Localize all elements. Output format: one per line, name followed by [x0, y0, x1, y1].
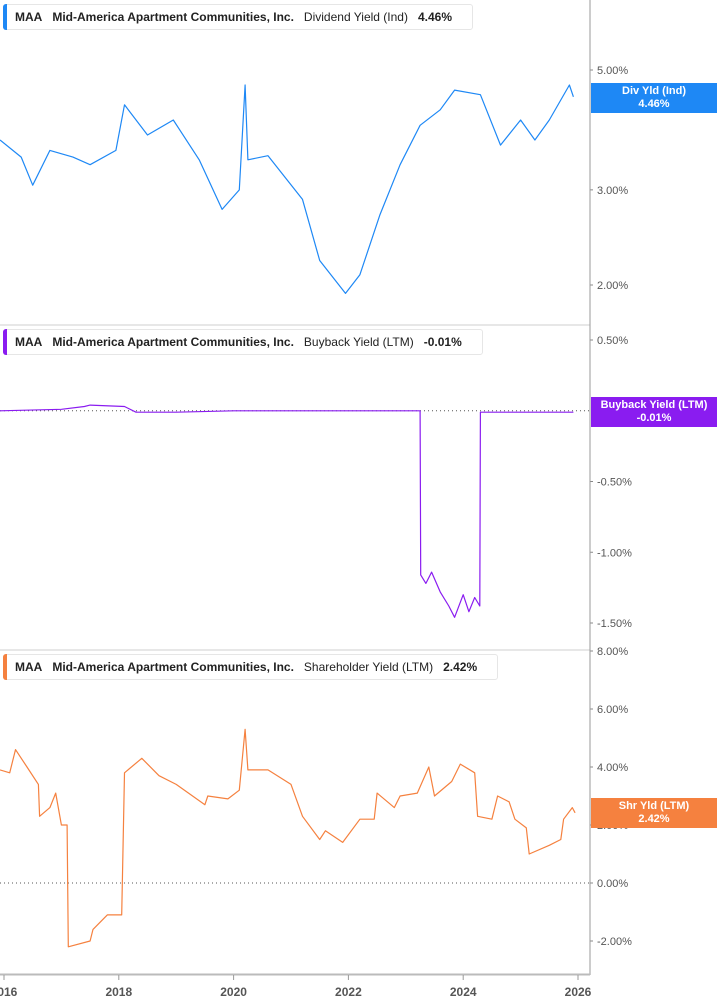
- legend-buyback-yield: MAA Mid-America Apartment Communities, I…: [3, 329, 483, 355]
- legend-value: 2.42%: [443, 660, 478, 674]
- legend-company: Mid-America Apartment Communities, Inc.: [52, 660, 294, 674]
- legend-value: -0.01%: [423, 335, 462, 349]
- legend-shareholder-yield: MAA Mid-America Apartment Communities, I…: [3, 654, 499, 680]
- legend-company: Mid-America Apartment Communities, Inc.: [52, 10, 294, 24]
- y-tick-label: -1.00%: [597, 547, 632, 559]
- x-tick-label: 2018: [105, 985, 132, 999]
- legend-metric: Dividend Yield (Ind): [303, 10, 408, 24]
- legend-ticker: MAA: [15, 660, 43, 674]
- y-tick-label: 2.00%: [597, 280, 628, 292]
- y-tick-label: 4.00%: [597, 762, 628, 774]
- tag-label: Shr Yld (LTM): [618, 800, 690, 812]
- y-tick-label: 3.00%: [597, 185, 628, 197]
- legend-ticker: MAA: [15, 10, 43, 24]
- y-tick-label: 5.00%: [597, 65, 628, 77]
- x-tick-label: 2016: [0, 985, 18, 999]
- y-tick-label: -0.50%: [597, 477, 632, 489]
- x-tick-label: 2022: [335, 985, 362, 999]
- legend-dividend-yield: MAA Mid-America Apartment Communities, I…: [3, 4, 474, 30]
- y-tick-label: -2.00%: [597, 936, 632, 948]
- y-tick-label: 0.50%: [597, 335, 628, 347]
- current-value-tag-shareholder: Shr Yld (LTM) 2.42%: [591, 798, 717, 828]
- x-tick-label: 2024: [450, 985, 477, 999]
- series-line-buyback-yield-ltm-: [0, 404, 574, 618]
- y-tick-label: 8.00%: [597, 646, 628, 658]
- tag-value: 2.42%: [638, 813, 670, 825]
- tag-value: 4.46%: [638, 98, 670, 110]
- legend-metric: Buyback Yield (LTM): [303, 335, 414, 349]
- series-color-swatch: [3, 4, 7, 30]
- legend-ticker: MAA: [15, 335, 43, 349]
- y-tick-label: 0.00%: [597, 878, 628, 890]
- legend-value: 4.46%: [417, 10, 453, 24]
- tag-value: -0.01%: [636, 412, 672, 424]
- legend-company: Mid-America Apartment Communities, Inc.: [52, 335, 294, 349]
- series-line-shareholder-yield-ltm-: [0, 728, 576, 948]
- series-line-dividend-yield-ind-: [0, 84, 574, 294]
- current-value-tag-dividend: Div Yld (Ind) 4.46%: [591, 83, 717, 113]
- x-tick-label: 2026: [565, 985, 592, 999]
- current-value-tag-buyback: Buyback Yield (LTM) -0.01%: [591, 397, 717, 427]
- tag-label: Buyback Yield (LTM): [600, 399, 708, 411]
- series-color-swatch: [3, 654, 7, 680]
- tag-label: Div Yld (Ind): [622, 85, 686, 97]
- x-tick-label: 2020: [220, 985, 247, 999]
- series-color-swatch: [3, 329, 7, 355]
- y-tick-label: -1.50%: [597, 618, 632, 630]
- y-tick-label: 6.00%: [597, 704, 628, 716]
- legend-metric: Shareholder Yield (LTM): [303, 660, 434, 674]
